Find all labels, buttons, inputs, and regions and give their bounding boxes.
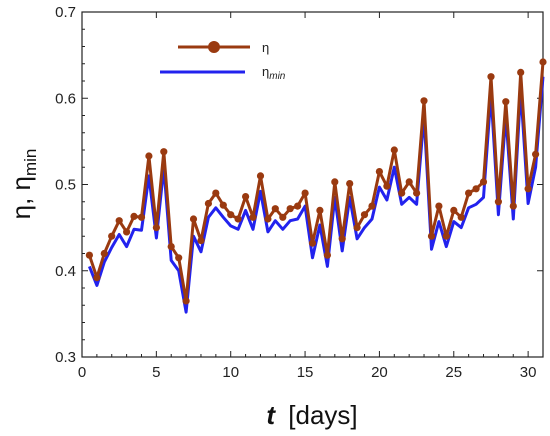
data-point-eta — [413, 189, 421, 197]
data-point-eta — [539, 58, 547, 66]
data-point-eta — [271, 205, 279, 213]
y-tick-label: 0.7 — [55, 4, 76, 21]
y-tick-label: 0.3 — [55, 349, 76, 366]
legend: η ηmin — [160, 40, 286, 82]
data-point-eta — [368, 202, 376, 210]
legend-label-eta-min: ηmin — [262, 64, 286, 82]
data-point-eta — [524, 185, 532, 193]
data-point-eta — [479, 178, 488, 186]
series-line-eta — [87, 61, 545, 303]
data-point-eta — [264, 215, 272, 223]
y-tick-label: 0.5 — [55, 177, 76, 194]
data-point-eta — [256, 172, 265, 180]
data-point-eta — [420, 97, 428, 105]
data-point-eta — [115, 217, 123, 225]
data-point-eta — [137, 213, 146, 221]
data-point-eta — [494, 198, 502, 206]
data-point-eta — [219, 201, 227, 209]
data-point-eta — [279, 213, 287, 221]
x-tick-label: 15 — [297, 364, 314, 381]
data-point-eta — [338, 235, 346, 243]
series-layer — [85, 58, 547, 314]
data-point-eta — [212, 189, 220, 197]
legend-marker-eta — [208, 41, 220, 53]
y-axis-title: η, ηmin — [6, 149, 40, 220]
data-point-eta — [375, 168, 383, 176]
legend-label-eta: η — [262, 40, 269, 55]
data-point-eta — [532, 150, 540, 158]
data-point-eta — [435, 202, 443, 210]
data-point-eta — [487, 73, 495, 81]
data-point-eta — [234, 215, 242, 223]
data-point-eta — [442, 232, 450, 240]
data-point-eta — [286, 205, 294, 213]
data-point-eta — [346, 180, 354, 188]
x-tick-label: 25 — [445, 364, 462, 381]
data-point-eta — [189, 215, 198, 223]
data-point-eta — [152, 224, 160, 232]
axis-ticks: 0 5 10 15 20 25 30 0.3 0.4 0.5 0.6 0.7 — [55, 4, 544, 381]
data-point-eta — [204, 199, 212, 208]
data-point-eta — [509, 202, 517, 210]
data-point-eta — [450, 206, 458, 214]
y-axis-label-main: η, η — [6, 176, 36, 219]
data-point-eta — [130, 212, 138, 220]
data-point-eta — [316, 206, 324, 214]
data-point-eta — [383, 182, 391, 190]
data-point-eta — [145, 152, 153, 160]
data-point-eta — [517, 68, 525, 76]
y-axis-label-sub: min — [21, 149, 40, 176]
data-point-eta — [405, 178, 413, 186]
data-point-eta — [167, 243, 175, 251]
data-point-eta — [360, 211, 369, 219]
x-tick-label: 5 — [152, 364, 160, 381]
data-point-eta — [294, 202, 302, 210]
data-point-eta — [85, 251, 93, 259]
data-point-eta — [108, 232, 116, 240]
data-point-eta — [249, 213, 257, 221]
data-point-eta — [353, 224, 361, 232]
data-point-eta — [182, 297, 190, 305]
data-point-eta — [323, 251, 331, 259]
x-axis-variable: t — [266, 400, 276, 430]
x-tick-label: 10 — [222, 364, 239, 381]
data-point-eta — [100, 249, 108, 258]
data-point-eta — [390, 146, 398, 154]
data-point-eta — [502, 98, 510, 106]
series-line-eta-min — [88, 76, 545, 314]
data-point-eta — [227, 211, 235, 219]
data-point-eta — [301, 189, 309, 197]
data-point-eta — [308, 239, 317, 247]
data-point-eta — [197, 237, 205, 245]
x-axis-unit: [days] — [288, 400, 357, 430]
data-point-eta — [427, 232, 436, 240]
data-point-eta — [472, 185, 480, 193]
x-tick-label: 30 — [520, 364, 537, 381]
data-point-eta — [331, 178, 339, 186]
data-point-eta — [457, 213, 465, 221]
data-point-eta — [242, 193, 250, 201]
x-tick-label: 20 — [371, 364, 388, 381]
y-tick-label: 0.4 — [55, 263, 76, 280]
data-point-eta — [175, 254, 183, 262]
data-point-eta — [160, 148, 168, 156]
data-point-eta — [398, 189, 406, 197]
x-tick-label: 0 — [78, 364, 86, 381]
data-point-eta — [465, 189, 473, 197]
data-point-eta — [93, 274, 101, 282]
x-axis-title: t [days] — [266, 400, 357, 430]
y-tick-label: 0.6 — [55, 90, 76, 107]
data-point-eta — [123, 228, 131, 236]
